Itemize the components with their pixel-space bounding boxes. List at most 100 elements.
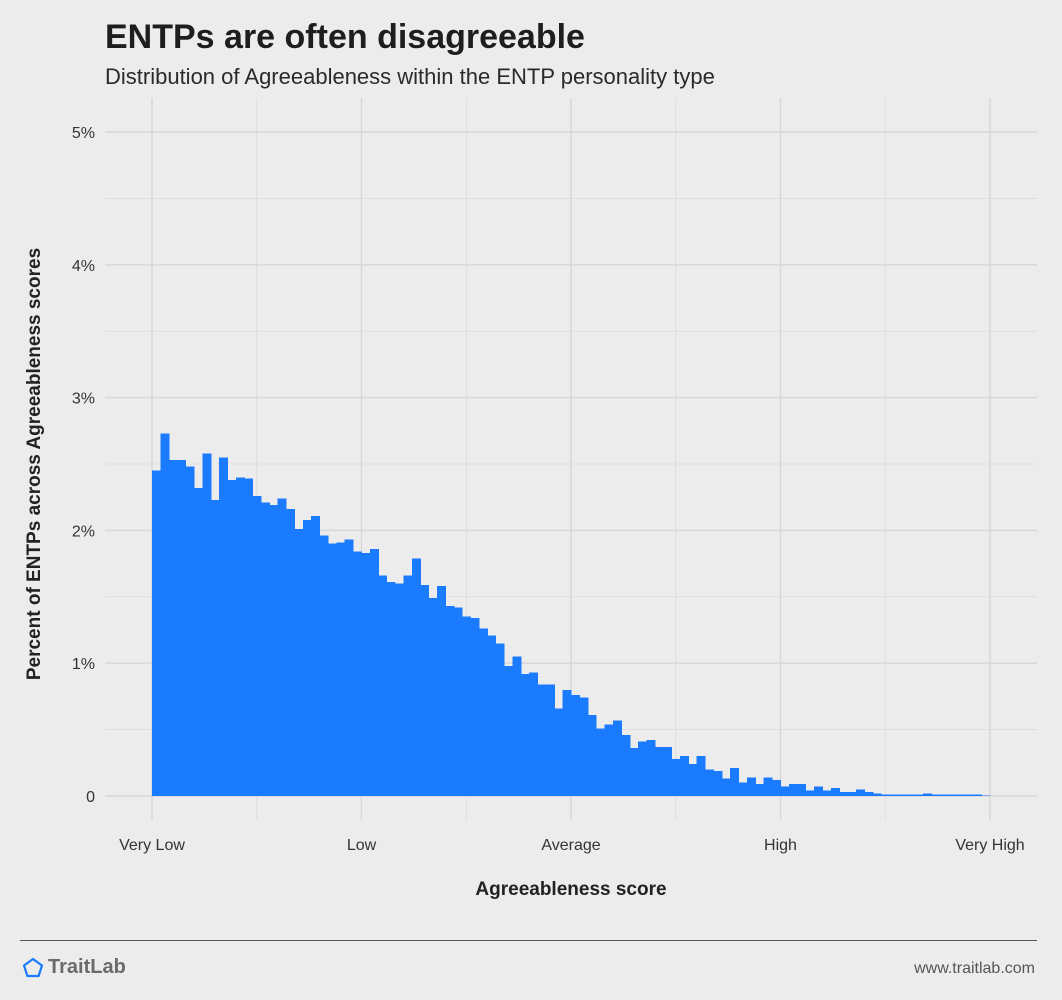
footer-divider [20,940,1037,941]
y-tick-label: 3% [72,391,95,408]
histogram-bar [177,460,187,796]
histogram-bar [973,794,983,796]
histogram-bar [730,768,740,796]
histogram-bar [571,695,580,796]
histogram-chart: 0 1% 2% 3% 4% 5% Very Low Low Average High Very H… [24,98,1037,900]
chart-subtitle: Distribution of Agreeableness within the… [105,64,715,89]
histogram-bar [671,758,681,796]
histogram-bar [721,778,731,796]
x-tick-label: Very High [955,837,1024,854]
histogram-bar [378,575,388,796]
histogram-bar [805,790,815,796]
histogram-bar [537,684,547,796]
histogram-bar [554,708,564,796]
histogram-bar [939,794,949,796]
histogram-bar [168,460,178,796]
histogram-bar [638,741,648,796]
histogram-bar [679,756,689,796]
histogram-bar [252,495,262,796]
histogram-bar [470,618,480,796]
histogram-bar [403,575,413,796]
histogram-bar [780,786,790,796]
x-axis-ticks: Very Low Low Average High Very High [119,837,1025,854]
histogram-bar [814,786,823,796]
histogram-bar [897,794,907,796]
chart-title: ENTPs are often disagreeable [105,18,585,56]
histogram-bar [738,782,748,796]
histogram-bar [763,777,773,796]
histogram-bar [520,673,530,796]
histogram-bar [654,746,664,796]
histogram-bar [906,794,916,796]
histogram-bar [872,793,882,796]
histogram-bar [453,607,463,796]
histogram-bar [219,457,229,796]
histogram-bar [981,795,991,796]
histogram-bar [395,583,404,796]
histogram-bar [545,684,555,796]
histogram-bar [713,770,723,796]
histogram-bar [503,665,513,796]
histogram-bar [931,794,941,796]
y-axis-title: Percent of ENTPs across Agreeableness sc… [24,248,45,680]
histogram-bar [587,714,597,796]
histogram-bar [948,794,958,796]
histogram-bar [688,764,698,796]
histogram-bar [411,558,421,796]
histogram-bar [445,606,455,796]
histogram-bar [361,552,371,796]
y-tick-label: 0 [86,789,95,806]
histogram-bar [327,543,337,796]
histogram-bar [311,515,321,796]
x-tick-label: Average [541,837,600,854]
histogram-bar [922,793,932,796]
histogram-bar [344,539,354,796]
histogram-bar [705,769,715,796]
histogram-bar [436,586,446,796]
histogram-bar [269,505,279,796]
histogram-bar [260,502,270,796]
histogram-bar [772,780,782,796]
histogram-bar [428,598,438,796]
histogram-bar [646,740,656,796]
histogram-bar [244,478,254,796]
histogram-bar [294,529,304,796]
histogram-bar [227,479,237,796]
histogram-bar [881,794,891,796]
histogram-bars [152,433,991,796]
histogram-bar [562,689,572,796]
histogram-bar [277,498,287,796]
x-tick-label: Very Low [119,837,185,854]
histogram-bar [596,728,606,796]
website-url: www.traitlab.com [914,960,1035,977]
histogram-bar [914,794,924,796]
histogram-bar [495,643,505,796]
histogram-bar [788,784,798,796]
histogram-bar [386,582,396,796]
histogram-bar [286,509,296,796]
histogram-bar [462,616,472,796]
histogram-bar [420,584,430,796]
y-tick-label: 4% [72,258,95,275]
histogram-bar [746,777,756,796]
y-axis-ticks: 0 1% 2% 3% 4% 5% [72,125,95,806]
histogram-bar [185,466,195,796]
brand-logo: TraitLab [22,956,126,979]
x-tick-label: High [764,837,797,854]
histogram-bar [696,756,706,796]
histogram-bar [478,628,488,796]
histogram-bar [210,499,220,796]
histogram-bar [336,542,346,796]
y-tick-label: 2% [72,523,95,540]
x-tick-label: Low [347,837,377,854]
histogram-bar [855,789,865,796]
pentagon-logo-icon [22,957,44,977]
histogram-bar [319,535,329,796]
histogram-bar [612,720,622,796]
histogram-bar [629,748,639,796]
y-tick-label: 5% [72,125,95,142]
x-axis-title: Agreeableness score [475,879,666,900]
histogram-bar [302,519,312,796]
histogram-bar [152,470,161,796]
histogram-bar [512,656,522,796]
